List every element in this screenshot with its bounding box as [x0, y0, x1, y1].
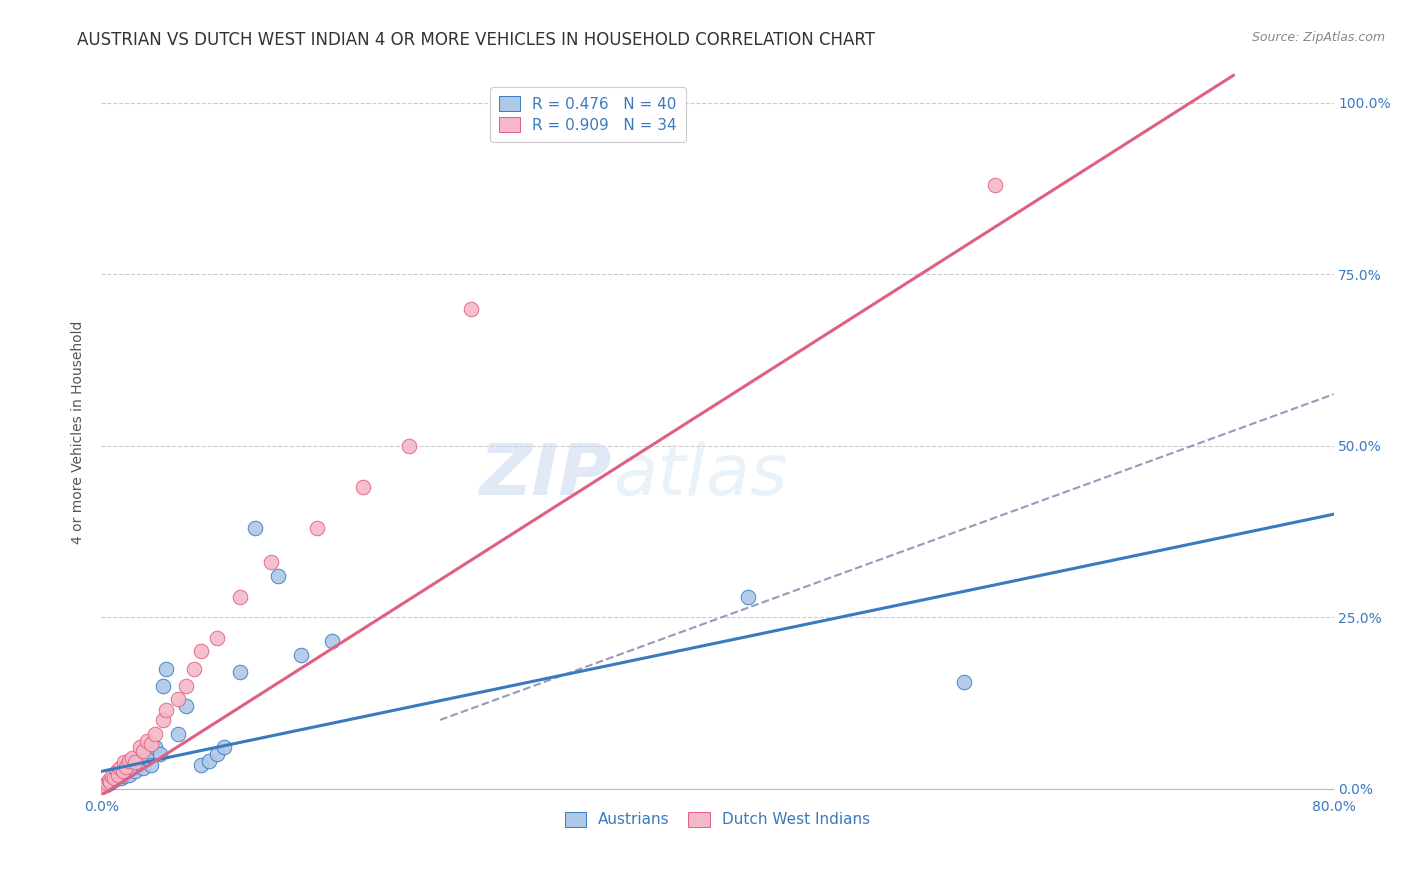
Point — [103, 773, 125, 788]
Point — [352, 480, 374, 494]
Point — [127, 754, 149, 768]
Point — [167, 727, 190, 741]
Point — [103, 771, 125, 785]
Point — [101, 769, 124, 783]
Point — [139, 757, 162, 772]
Point — [174, 699, 197, 714]
Point — [107, 768, 129, 782]
Point — [120, 757, 142, 772]
Point — [94, 778, 117, 792]
Point — [229, 665, 252, 679]
Point — [97, 773, 120, 788]
Point — [953, 675, 976, 690]
Point — [198, 754, 221, 768]
Point — [110, 771, 132, 785]
Text: Source: ZipAtlas.com: Source: ZipAtlas.com — [1251, 31, 1385, 45]
Point — [115, 759, 138, 773]
Point — [107, 764, 129, 779]
Point — [118, 754, 141, 768]
Point — [143, 727, 166, 741]
Point — [155, 703, 177, 717]
Point — [229, 590, 252, 604]
Point — [737, 590, 759, 604]
Point — [290, 648, 312, 662]
Point — [96, 776, 118, 790]
Y-axis label: 4 or more Vehicles in Household: 4 or more Vehicles in Household — [72, 320, 86, 543]
Point — [267, 569, 290, 583]
Point — [111, 764, 134, 779]
Point — [105, 764, 128, 779]
Point — [115, 764, 138, 779]
Point — [132, 761, 155, 775]
Point — [155, 661, 177, 675]
Point — [305, 521, 328, 535]
Legend: Austrians, Dutch West Indians: Austrians, Dutch West Indians — [557, 805, 877, 835]
Point — [460, 301, 482, 316]
Point — [118, 768, 141, 782]
Text: atlas: atlas — [613, 441, 787, 510]
Point — [190, 644, 212, 658]
Point — [205, 747, 228, 762]
Point — [128, 756, 150, 770]
Point — [143, 740, 166, 755]
Point — [104, 768, 127, 782]
Point — [149, 747, 172, 762]
Point — [100, 774, 122, 789]
Point — [152, 679, 174, 693]
Point — [174, 679, 197, 693]
Point — [108, 761, 131, 775]
Point — [121, 750, 143, 764]
Point — [132, 744, 155, 758]
Point — [117, 761, 139, 775]
Point — [111, 761, 134, 775]
Point — [112, 756, 135, 770]
Point — [136, 750, 159, 764]
Point — [100, 776, 122, 790]
Point — [983, 178, 1005, 193]
Point — [136, 733, 159, 747]
Point — [245, 521, 267, 535]
Point — [152, 713, 174, 727]
Point — [139, 737, 162, 751]
Point — [214, 740, 236, 755]
Point — [121, 756, 143, 770]
Point — [97, 774, 120, 789]
Point — [128, 740, 150, 755]
Point — [321, 634, 343, 648]
Text: ZIP: ZIP — [481, 441, 613, 510]
Point — [190, 757, 212, 772]
Point — [183, 661, 205, 675]
Point — [398, 439, 420, 453]
Point — [101, 771, 124, 785]
Point — [124, 756, 146, 770]
Point — [259, 555, 281, 569]
Point — [124, 764, 146, 779]
Point — [105, 769, 128, 783]
Point — [112, 769, 135, 783]
Point — [205, 631, 228, 645]
Text: AUSTRIAN VS DUTCH WEST INDIAN 4 OR MORE VEHICLES IN HOUSEHOLD CORRELATION CHART: AUSTRIAN VS DUTCH WEST INDIAN 4 OR MORE … — [77, 31, 876, 49]
Point — [108, 766, 131, 780]
Point — [93, 778, 115, 792]
Point — [167, 692, 190, 706]
